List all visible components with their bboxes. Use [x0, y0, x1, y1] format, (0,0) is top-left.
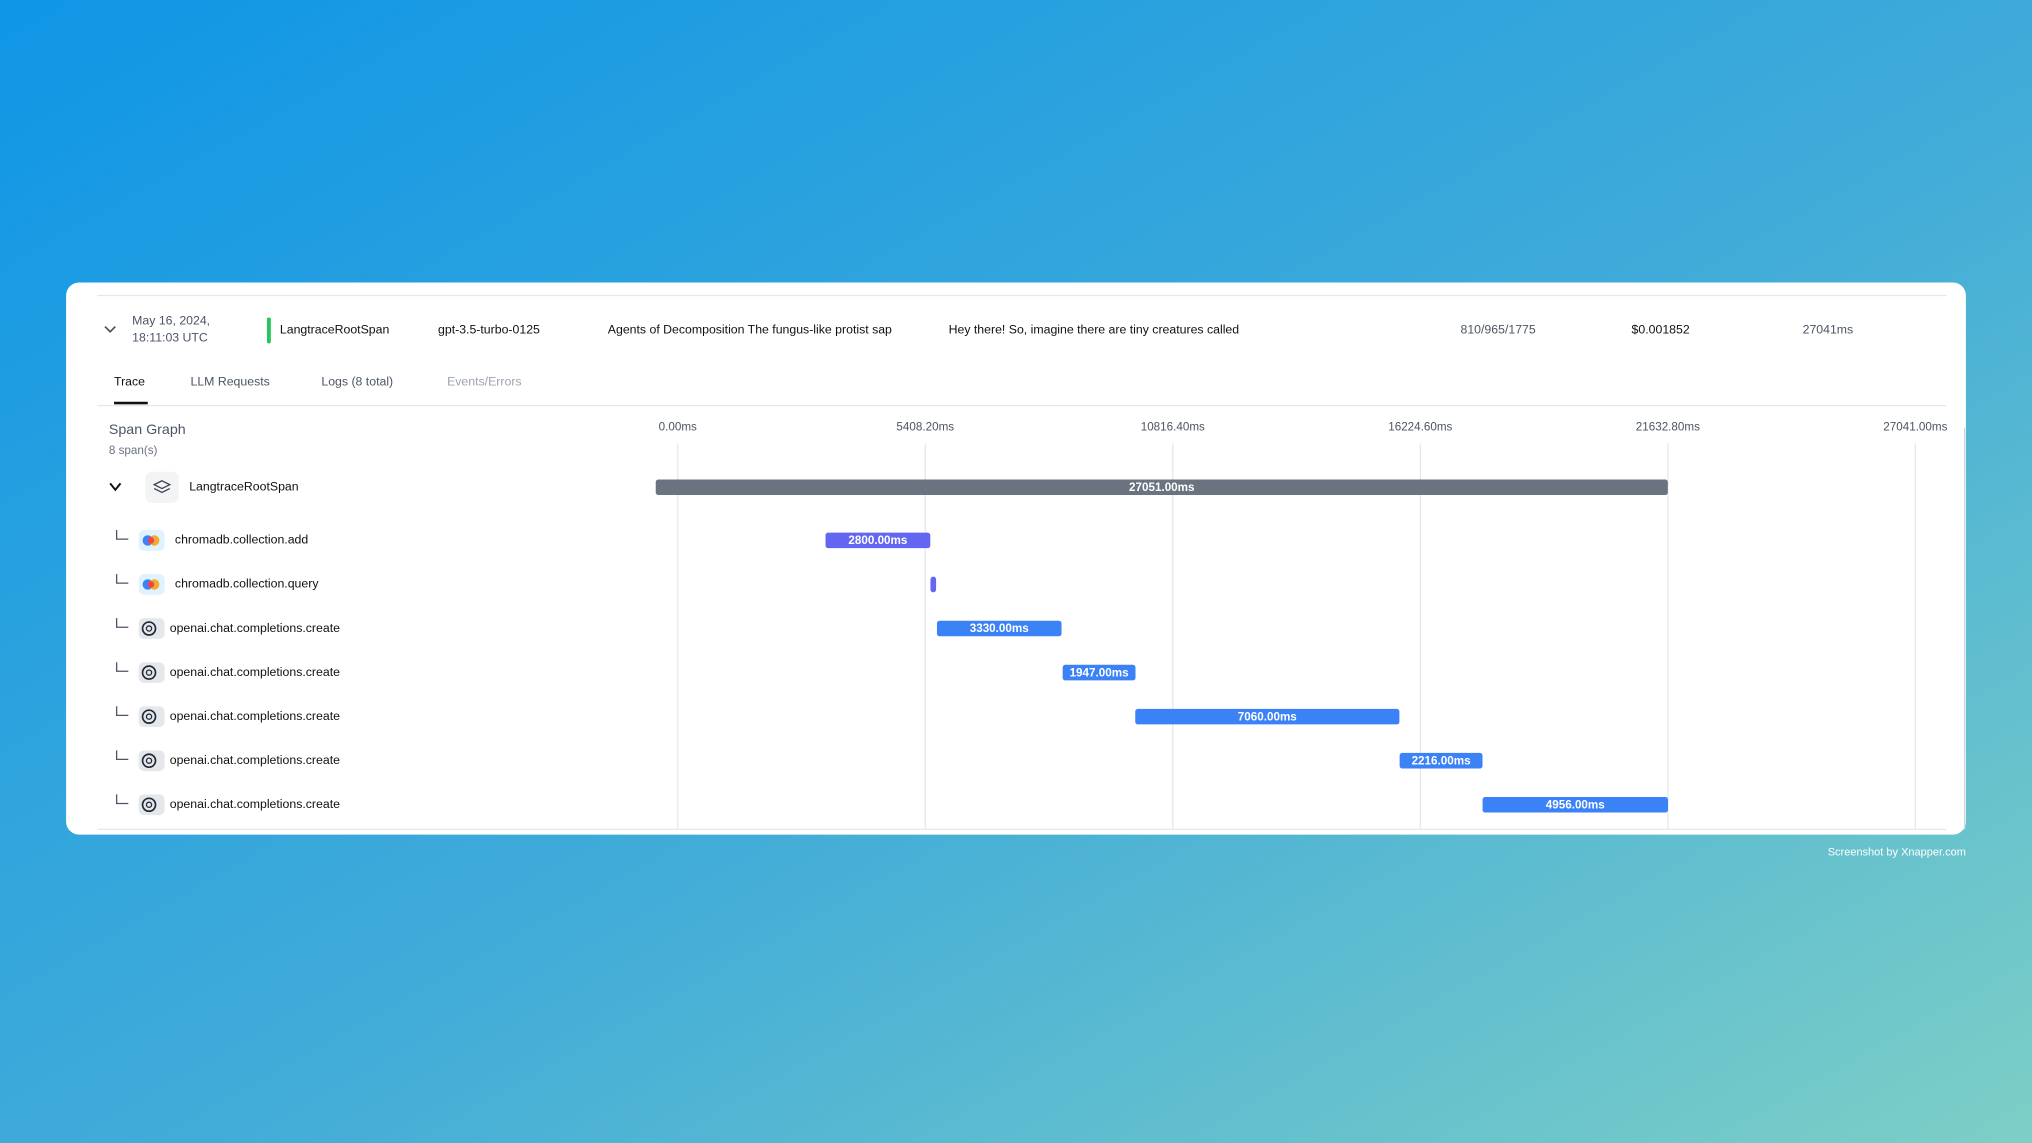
model: gpt-3.5-turbo-0125	[438, 323, 540, 337]
span-label[interactable]: chromadb.collection.add	[175, 533, 308, 547]
tree-connector	[115, 662, 129, 672]
axis-tick-label: 21632.80ms	[1636, 421, 1700, 434]
output: Hey there! So, imagine there are tiny cr…	[949, 323, 1240, 337]
tree-connector	[115, 794, 129, 805]
axis-tick-label: 16224.60ms	[1388, 421, 1452, 434]
span-duration: 1947.00ms	[1070, 666, 1129, 679]
openai-icon	[141, 621, 157, 636]
layers-icon	[152, 480, 172, 494]
chroma-icon	[147, 537, 155, 544]
tree-connector	[115, 530, 129, 540]
span-label[interactable]: openai.chat.completions.create	[170, 753, 340, 767]
openai-icon	[145, 625, 153, 632]
span-bar[interactable]	[1135, 708, 1400, 725]
openai-icon	[141, 753, 157, 769]
axis-tick-label: 10816.40ms	[1141, 421, 1205, 434]
span-bar[interactable]	[655, 479, 1668, 496]
span-label[interactable]: chromadb.collection.query	[175, 577, 319, 591]
openai-icon	[145, 801, 153, 809]
openai-icon	[145, 757, 153, 764]
trace-date: May 16, 2024,	[132, 314, 210, 328]
span-duration: 7060.00ms	[1238, 710, 1297, 723]
span-bar[interactable]	[930, 576, 937, 593]
card	[66, 282, 1966, 835]
collapse-chevron[interactable]	[104, 325, 116, 333]
tree-connector	[115, 706, 129, 716]
expand-chevron[interactable]	[109, 482, 122, 492]
span-label[interactable]: openai.chat.completions.create	[170, 665, 340, 679]
span-bar[interactable]	[1482, 796, 1668, 813]
openai-icon	[141, 665, 157, 680]
span-duration: 4956.00ms	[1546, 798, 1605, 811]
span-bar[interactable]	[936, 620, 1062, 637]
tab[interactable]: LLM Requests	[191, 375, 270, 389]
span-duration: 2800.00ms	[848, 534, 907, 547]
span-bar[interactable]	[825, 532, 931, 549]
cost: $0.001852	[1632, 323, 1690, 337]
span-label[interactable]: openai.chat.completions.create	[170, 797, 340, 811]
openai-icon	[145, 669, 153, 676]
span-label[interactable]: openai.chat.completions.create	[170, 621, 340, 635]
openai-icon	[141, 797, 157, 813]
watermark: Screenshot by Xnapper.com	[1828, 847, 1966, 859]
duration: 27041ms	[1803, 323, 1854, 337]
tab[interactable]: Events/Errors	[447, 375, 521, 389]
span-name: LangtraceRootSpan	[280, 323, 390, 337]
tabs: Trace LLM Requests Logs (8 total) Events/Er…	[114, 375, 522, 405]
span-icon-bg	[145, 471, 179, 503]
status-bar	[266, 317, 271, 344]
span-label[interactable]: openai.chat.completions.create	[170, 709, 340, 723]
tokens: 810/965/1775	[1461, 323, 1536, 337]
span-duration: 27051.00ms	[1129, 481, 1194, 494]
span-bar[interactable]	[1062, 664, 1136, 681]
tree-connector	[115, 750, 129, 761]
span-duration: 2216.00ms	[1412, 754, 1471, 767]
axis-tick-label: 5408.20ms	[896, 421, 954, 434]
openai-icon	[145, 713, 153, 720]
graph-title: Span Graph	[109, 422, 186, 438]
trace-time: 18:11:03 UTC	[132, 330, 208, 344]
span-bar[interactable]	[1399, 752, 1483, 769]
tree-connector	[115, 574, 129, 584]
chroma-icon	[147, 581, 155, 588]
tab[interactable]: Logs (8 total)	[321, 375, 393, 389]
axis-tick-label: 27041.00ms	[1883, 421, 1947, 434]
tab[interactable]: Trace	[114, 375, 145, 389]
openai-icon	[141, 709, 157, 724]
span-duration: 3330.00ms	[970, 622, 1029, 635]
tree-connector	[115, 618, 129, 628]
span-count: 8 span(s)	[109, 444, 158, 457]
span-graph: 0.00ms 5408.20ms 10816.40ms 16224.60ms 21632…	[109, 421, 1948, 830]
axis-tick-label: 0.00ms	[659, 421, 697, 434]
tab-underline	[114, 401, 148, 405]
span-label[interactable]: LangtraceRootSpan	[189, 480, 299, 494]
input: Agents of Decomposition The fungus-like …	[608, 323, 892, 337]
